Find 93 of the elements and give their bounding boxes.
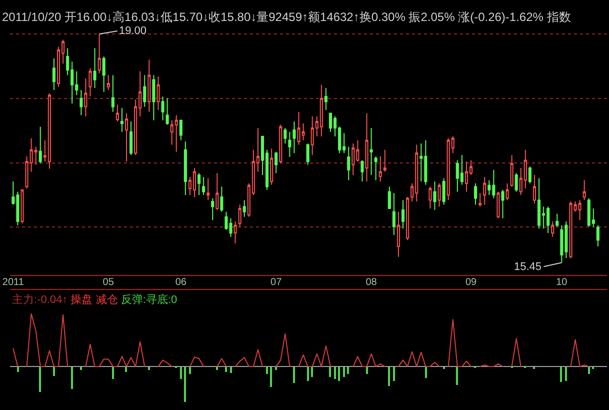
candlestick xyxy=(111,74,114,112)
candlestick xyxy=(392,192,396,236)
candlestick xyxy=(360,160,364,182)
candlestick xyxy=(120,108,124,132)
candlestick xyxy=(148,59,151,112)
candlestick xyxy=(93,48,96,89)
candlestick xyxy=(406,196,410,241)
candlestick xyxy=(474,182,478,206)
x-tick-label: 10 xyxy=(556,277,568,288)
x-tick-label: 2011 xyxy=(2,277,24,288)
candlestick xyxy=(124,112,128,162)
x-tick-label: 07 xyxy=(270,277,282,288)
candlestick xyxy=(48,92,51,170)
candlestick xyxy=(184,141,187,196)
candlestick xyxy=(152,74,156,121)
x-tick-label: 09 xyxy=(465,277,478,288)
candlestick xyxy=(174,114,178,152)
candlestick xyxy=(324,88,328,110)
chart-title: 2011/10/20 开16.00↓高16.03↓低15.70↓收15.80↓量92459↑额14632↑换0.30% 振2.05% 涨(-0.26)-1.62% 指数 xyxy=(2,10,571,24)
candlestick xyxy=(238,204,242,228)
candlestick xyxy=(234,220,237,244)
candlestick xyxy=(483,176,486,206)
candlestick xyxy=(161,96,164,121)
candlestick xyxy=(560,224,564,264)
candlestick xyxy=(478,192,482,208)
text: 操盘 减仓 xyxy=(70,293,118,306)
candlestick xyxy=(198,172,201,196)
x-tick-label: 06 xyxy=(175,277,187,288)
text: 主力:-0.04↑ xyxy=(12,293,68,306)
candlestick xyxy=(216,172,219,210)
candlestick xyxy=(582,180,586,201)
candlestick xyxy=(556,213,559,228)
candlestick xyxy=(510,154,514,188)
candlestick xyxy=(365,112,368,182)
candlestick xyxy=(537,178,541,230)
candlestick xyxy=(328,112,332,132)
candlestick xyxy=(320,84,323,137)
candlestick xyxy=(528,166,532,184)
candlestick xyxy=(383,149,386,172)
candlestick xyxy=(596,224,600,248)
candlestick xyxy=(401,200,405,230)
candlestick xyxy=(84,78,88,117)
candlestick xyxy=(388,186,391,210)
candlestick xyxy=(284,128,287,144)
x-tick-label: 08 xyxy=(366,277,378,288)
candlestick xyxy=(464,161,468,192)
x-tick-label: 05 xyxy=(102,277,114,288)
candlestick xyxy=(501,189,504,219)
candlestick xyxy=(420,142,423,182)
candlestick xyxy=(374,156,378,181)
candlestick xyxy=(202,176,206,196)
candlestick xyxy=(220,186,224,212)
candlestick xyxy=(370,128,373,176)
candlestick xyxy=(428,186,432,210)
text: 反弹:寻底:0 xyxy=(120,293,178,306)
candlestick xyxy=(279,124,282,164)
candlestick xyxy=(52,58,56,90)
candlestick xyxy=(551,220,554,238)
candlestick xyxy=(38,126,42,164)
text: 15.45 xyxy=(514,261,542,273)
candlestick xyxy=(206,178,210,201)
candlestick xyxy=(306,142,310,166)
candlestick xyxy=(242,200,246,218)
candlestick xyxy=(20,189,24,224)
candlestick xyxy=(143,74,146,108)
candlestick xyxy=(130,121,133,156)
candlestick xyxy=(88,68,92,97)
candlestick xyxy=(396,211,400,258)
candlestick xyxy=(532,174,536,204)
candlestick xyxy=(192,167,196,198)
candlestick xyxy=(506,182,509,201)
candlestick xyxy=(274,151,278,174)
candlestick xyxy=(438,182,441,208)
candlestick xyxy=(442,178,446,206)
candlestick xyxy=(102,56,106,92)
candlestick xyxy=(179,120,182,141)
candlestick xyxy=(98,33,101,74)
candlestick xyxy=(270,148,274,186)
candlestick xyxy=(352,142,355,176)
candlestick xyxy=(156,76,160,110)
candlestick xyxy=(166,98,169,126)
candlestick xyxy=(292,121,296,154)
text: 19.00 xyxy=(119,25,147,37)
candlestick xyxy=(496,191,500,219)
candlestick xyxy=(514,172,518,192)
candlestick xyxy=(116,104,119,122)
candlestick xyxy=(378,156,382,182)
candlestick xyxy=(288,131,292,158)
candlestick xyxy=(80,89,83,116)
candlestick xyxy=(347,146,350,181)
candlestick xyxy=(211,198,214,221)
candlestick xyxy=(106,74,110,90)
candlestick xyxy=(433,180,436,210)
